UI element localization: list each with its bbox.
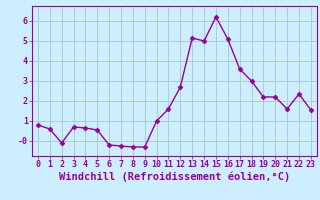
X-axis label: Windchill (Refroidissement éolien,°C): Windchill (Refroidissement éolien,°C) [59, 172, 290, 182]
